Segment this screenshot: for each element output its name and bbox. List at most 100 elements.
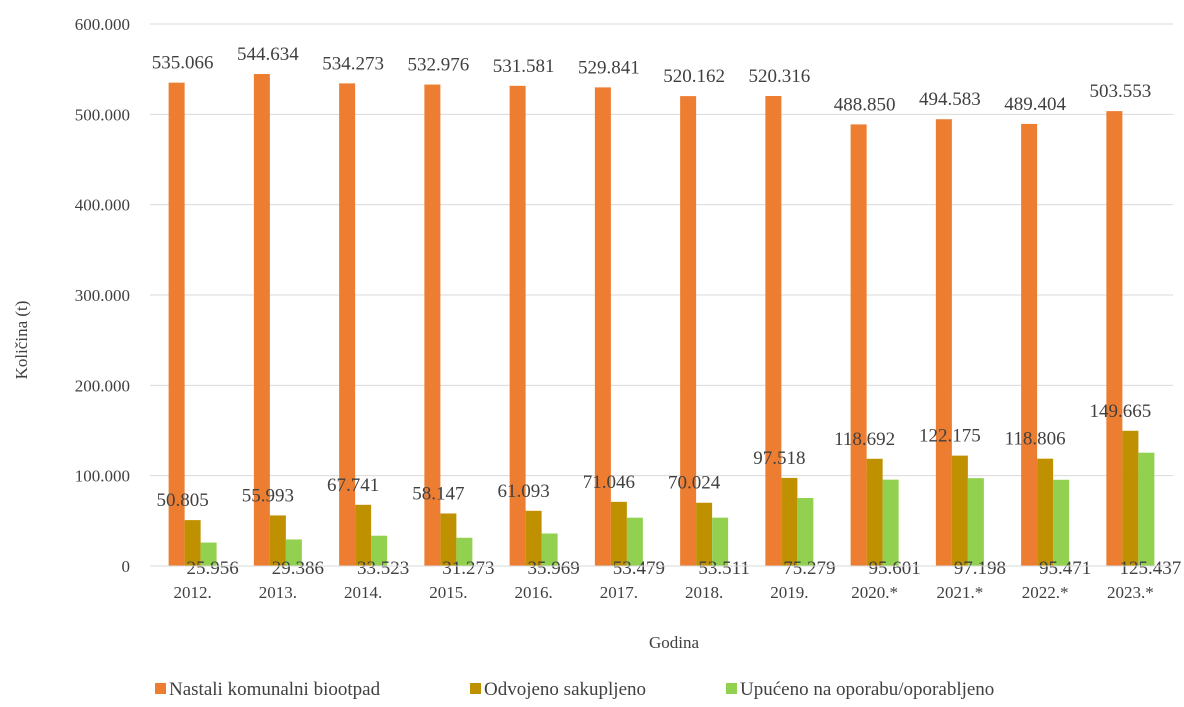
bar (1106, 111, 1123, 567)
data-label: 503.553 (1090, 81, 1152, 102)
bar (935, 119, 952, 567)
data-label: 529.841 (578, 57, 640, 78)
data-label: 149.665 (1090, 401, 1152, 422)
x-tick-label: 2015. (429, 583, 467, 602)
data-label: 534.273 (322, 53, 384, 74)
bar (680, 96, 697, 566)
y-axis-title: Količina (t) (12, 301, 31, 380)
data-label: 35.969 (528, 558, 580, 579)
bar (594, 87, 611, 567)
x-tick-label: 2023.* (1107, 583, 1154, 602)
bar (541, 533, 558, 566)
x-tick-label: 2021.* (937, 583, 984, 602)
data-label: 70.024 (668, 473, 721, 494)
data-label: 55.993 (242, 485, 294, 506)
data-label: 488.850 (834, 94, 896, 115)
legend-swatch (155, 683, 166, 694)
data-label: 95.471 (1039, 558, 1091, 579)
y-tick-label: 400.000 (75, 196, 130, 215)
data-label: 118.806 (1005, 429, 1066, 450)
x-tick-label: 2017. (600, 583, 638, 602)
data-label: 118.692 (834, 429, 895, 450)
bar (525, 510, 542, 566)
bar (712, 517, 729, 566)
data-label: 520.162 (663, 66, 725, 87)
data-label: 58.147 (412, 483, 464, 504)
data-label: 535.066 (152, 53, 214, 74)
y-tick-label: 0 (122, 557, 131, 576)
x-tick-label: 2022.* (1022, 583, 1069, 602)
data-label: 97.198 (954, 558, 1006, 579)
x-tick-label: 2014. (344, 583, 382, 602)
legend-label: Upućeno na oporabu/oporabljeno (740, 679, 994, 700)
data-label: 520.316 (749, 66, 811, 87)
data-label: 531.581 (493, 56, 555, 77)
y-tick-label: 500.000 (75, 105, 130, 124)
bar (456, 537, 473, 566)
bar (355, 504, 372, 566)
bar (610, 501, 627, 566)
legend: Nastali komunalni biootpad Odvojeno sakup… (155, 679, 994, 700)
legend-swatch (726, 683, 737, 694)
bar (285, 539, 302, 566)
data-label: 97.518 (753, 448, 805, 469)
data-label: 71.046 (583, 472, 635, 493)
bar (371, 535, 388, 566)
bar (781, 477, 798, 566)
bar (882, 479, 899, 566)
x-tick-label: 2019. (770, 583, 808, 602)
bar (424, 84, 441, 566)
y-tick-label: 100.000 (75, 467, 130, 486)
data-label: 67.741 (327, 475, 379, 496)
bar (1037, 458, 1054, 566)
bar (951, 455, 968, 566)
bar (696, 502, 713, 566)
data-label: 125.437 (1120, 558, 1182, 579)
data-label: 53.511 (698, 558, 750, 579)
data-label: 95.601 (869, 558, 921, 579)
x-tick-label: 2013. (259, 583, 297, 602)
bar (200, 542, 217, 566)
x-tick-label: 2018. (685, 583, 723, 602)
legend-label: Nastali komunalni biootpad (169, 679, 381, 700)
legend-label: Odvojeno sakupljeno (484, 679, 646, 700)
data-label: 489.404 (1004, 94, 1066, 115)
data-labels: 535.066 50.805 25.956 544.634 55.993 29.386 53… (152, 44, 1182, 579)
bar (168, 82, 185, 566)
x-tick-label: 2012. (174, 583, 212, 602)
bars (168, 74, 1155, 567)
bar (1138, 452, 1155, 566)
bar (184, 520, 201, 566)
bar (850, 124, 867, 566)
bar (1122, 430, 1139, 566)
bar (440, 513, 457, 566)
data-label: 25.956 (187, 558, 239, 579)
data-label: 494.583 (919, 89, 981, 110)
legend-swatch (470, 683, 481, 694)
bar (1021, 123, 1038, 566)
bar (765, 95, 782, 567)
bar (269, 515, 286, 566)
y-tick-label: 600.000 (75, 15, 130, 34)
bar (866, 458, 883, 566)
data-label: 29.386 (272, 558, 324, 579)
bar (253, 74, 270, 567)
bar (967, 478, 984, 566)
gridlines (150, 23, 1173, 567)
y-tick-label: 200.000 (75, 376, 130, 395)
bar (1053, 479, 1070, 566)
data-label: 53.479 (613, 558, 665, 579)
y-tick-label: 300.000 (75, 286, 130, 305)
bar (626, 517, 643, 566)
bar (339, 83, 356, 567)
data-label: 31.273 (442, 558, 494, 579)
bar (797, 497, 814, 566)
bar (509, 85, 526, 566)
data-label: 50.805 (157, 490, 209, 511)
axes: 0 100.000 200.000 300.000 400.000 500.000 600.… (75, 15, 1173, 602)
x-axis-title: Godina (649, 633, 700, 652)
data-label: 75.279 (783, 558, 835, 579)
data-label: 33.523 (357, 558, 409, 579)
